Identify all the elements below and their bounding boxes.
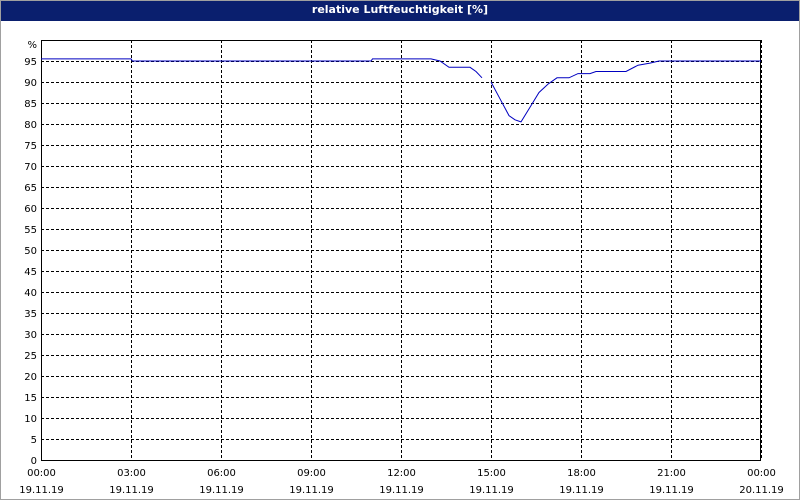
x-tick-label: 00:00 <box>747 468 776 479</box>
x-tick-date: 19.11.19 <box>199 485 244 496</box>
x-tick-label: 09:00 <box>297 468 326 479</box>
y-tick-label: 55 <box>24 225 37 236</box>
x-tick-label: 12:00 <box>387 468 416 479</box>
y-tick-label: 50 <box>24 246 37 257</box>
y-unit: % <box>27 40 37 51</box>
plot-frame <box>41 40 761 461</box>
x-tick-date: 19.11.19 <box>559 485 604 496</box>
x-tick-label: 00:00 <box>27 468 56 479</box>
y-tick-label: 60 <box>24 204 37 215</box>
data-line <box>41 58 761 123</box>
y-tick-label: 35 <box>24 309 37 320</box>
y-tick-label: 85 <box>24 99 37 110</box>
x-tick-date: 20.11.19 <box>739 485 784 496</box>
y-tick-label: 0 <box>31 456 37 467</box>
y-tick-label: 10 <box>24 414 37 425</box>
x-tick-date: 19.11.19 <box>469 485 514 496</box>
x-tick-date: 19.11.19 <box>19 485 64 496</box>
x-tick-date: 19.11.19 <box>379 485 424 496</box>
x-tick-date: 19.11.19 <box>649 485 694 496</box>
y-tick-label: 5 <box>31 435 37 446</box>
y-tick-label: 70 <box>24 162 37 173</box>
x-tick-label: 18:00 <box>567 468 596 479</box>
x-tick-label: 06:00 <box>207 468 236 479</box>
title-bar: relative Luftfeuchtigkeit [%] <box>1 1 799 21</box>
y-tick-label: 20 <box>24 372 37 383</box>
y-tick-label: 25 <box>24 351 37 362</box>
y-tick-label: 15 <box>24 393 37 404</box>
y-tick-label: 40 <box>24 288 37 299</box>
y-tick-label: 90 <box>24 78 37 89</box>
y-tick-label: 30 <box>24 330 37 341</box>
x-tick-label: 15:00 <box>477 468 506 479</box>
x-tick-date: 19.11.19 <box>289 485 334 496</box>
x-tick-label: 21:00 <box>657 468 686 479</box>
chart: 0 5 10 15 20 25 30 35 40 45 50 55 60 65 70 75 80 85 90 95% 0… <box>19 40 784 496</box>
y-tick-label: 95 <box>24 57 37 68</box>
y-tick-label: 45 <box>24 267 37 278</box>
x-tick-date: 19.11.19 <box>109 485 154 496</box>
y-tick-label: 75 <box>24 141 37 152</box>
x-tick-label: 03:00 <box>117 468 146 479</box>
y-tick-label: 80 <box>24 120 37 131</box>
y-tick-label: 65 <box>24 183 37 194</box>
